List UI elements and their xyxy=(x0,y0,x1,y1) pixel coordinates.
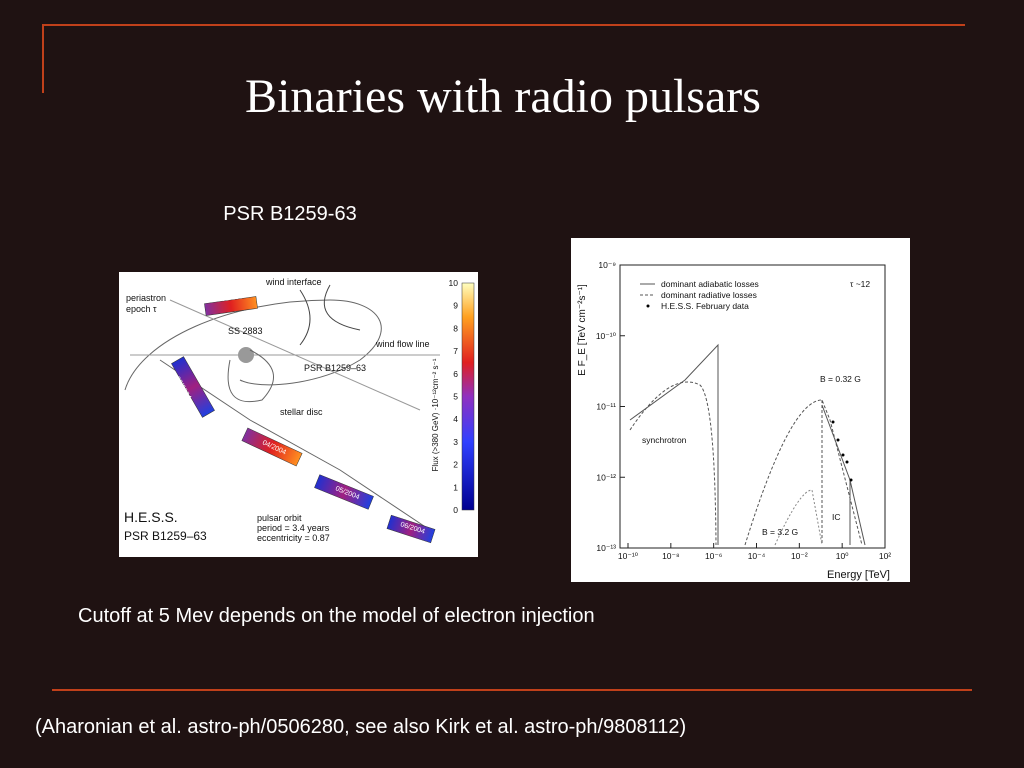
x-tick-label: 10⁻² xyxy=(791,551,808,561)
label: epoch τ xyxy=(126,304,157,314)
label: PSR B1259–63 xyxy=(124,529,207,543)
x-tick-label: 10⁰ xyxy=(836,551,849,561)
stellar-disc xyxy=(227,349,274,402)
legend-swatch xyxy=(646,304,650,308)
colorbar-tick: 9 xyxy=(453,301,458,311)
star xyxy=(238,347,254,363)
orbit-path xyxy=(124,299,382,391)
orbit-band xyxy=(171,356,215,418)
y-tick-label: 10⁻¹³ xyxy=(596,543,616,553)
colorbar-tick: 6 xyxy=(453,369,458,379)
reference: (Aharonian et al. astro-ph/0506280, see … xyxy=(35,716,686,738)
label: eccentricity = 0.87 xyxy=(257,533,330,543)
colorbar-tick: 0 xyxy=(453,505,458,515)
x-tick-label: 10⁻⁴ xyxy=(748,551,766,561)
colorbar-tick: 7 xyxy=(453,346,458,356)
wind-interface xyxy=(299,284,361,346)
colorbar-tick: 1 xyxy=(453,482,458,492)
colorbar-tick: 4 xyxy=(453,414,458,424)
curve xyxy=(774,489,823,546)
label: τ ~12 xyxy=(850,279,870,289)
orbit-band xyxy=(204,296,258,316)
x-tick-label: 10² xyxy=(879,551,891,561)
x-axis-label: Energy [TeV] xyxy=(827,569,890,581)
point xyxy=(841,453,845,457)
colorbar-tick: 10 xyxy=(449,278,459,288)
label: period = 3.4 years xyxy=(257,523,330,533)
x-tick-label: 10⁻⁶ xyxy=(705,551,722,561)
colorbar-tick: 8 xyxy=(453,323,458,333)
label: PSR B1259–63 xyxy=(304,363,366,373)
x-tick-label: 10⁻¹⁰ xyxy=(618,551,639,561)
orbit-band xyxy=(241,427,303,467)
orbit-path xyxy=(159,359,431,531)
point xyxy=(845,460,849,464)
label: wind interface xyxy=(265,277,322,287)
colorbar-tick: 5 xyxy=(453,392,458,402)
orbit-figure: periastron epoch τ wind interface SS 288… xyxy=(119,272,478,557)
y-tick-label: 10⁻⁹ xyxy=(598,260,616,270)
title: Binaries with radio pulsars xyxy=(245,70,761,123)
legend-entry: dominant adiabatic losses xyxy=(661,279,759,289)
label: periastron xyxy=(126,293,166,303)
curve xyxy=(629,381,717,546)
curve xyxy=(629,343,719,545)
point xyxy=(836,438,840,442)
caption: Cutoff at 5 Mev depends on the model of … xyxy=(78,605,595,627)
label: B = 3.2 G xyxy=(762,527,798,537)
label: stellar disc xyxy=(280,407,323,417)
orbit-band xyxy=(386,514,436,544)
label: SS 2883 xyxy=(228,326,263,336)
data-points xyxy=(831,420,853,482)
sed-figure: dominant adiabatic losses dominant radia… xyxy=(571,238,910,582)
figure-background xyxy=(571,238,910,582)
orbit-band xyxy=(314,474,374,510)
subtitle: PSR B1259-63 xyxy=(223,203,356,225)
curve xyxy=(744,399,863,546)
legend-entry: H.E.S.S. February data xyxy=(661,301,749,311)
y-tick-label: 10⁻¹⁰ xyxy=(596,331,617,341)
y-axis-label: E F_E [TeV cm⁻²s⁻¹] xyxy=(577,284,588,376)
figure-background xyxy=(119,272,478,557)
point xyxy=(849,478,853,482)
label: H.E.S.S. xyxy=(124,509,178,525)
colorbar-tick: 3 xyxy=(453,437,458,447)
colorbar-label: Flux (>380 GeV) ·10⁻¹²cm⁻² s⁻¹ xyxy=(431,358,440,471)
axis-line xyxy=(169,299,421,411)
colorbar xyxy=(461,282,475,511)
legend-entry: dominant radiative losses xyxy=(661,290,757,300)
label: B = 0.32 G xyxy=(820,374,861,384)
label: synchrotron xyxy=(642,435,687,445)
y-tick-label: 10⁻¹¹ xyxy=(596,402,616,412)
label: pulsar orbit xyxy=(257,513,302,523)
label: IC xyxy=(832,512,841,522)
label: wind flow line xyxy=(375,339,430,349)
x-tick-label: 10⁻⁸ xyxy=(662,551,680,561)
colorbar-tick: 2 xyxy=(453,460,458,470)
point xyxy=(831,420,835,424)
y-tick-label: 10⁻¹² xyxy=(596,472,616,482)
month-label: 02/2004 xyxy=(221,293,247,303)
